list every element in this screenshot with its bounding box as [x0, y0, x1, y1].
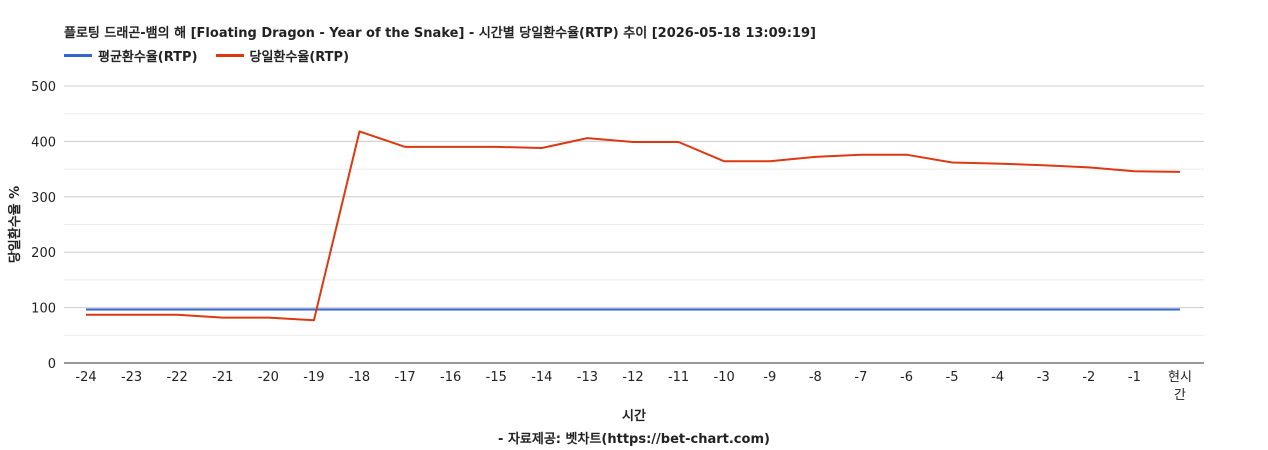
legend-label-daily: 당일환수율(RTP) — [249, 50, 350, 65]
x-tick-label-line: -12 — [622, 370, 643, 385]
x-tick-label: -20 — [258, 370, 279, 385]
y-tick-label: 0 — [48, 357, 56, 372]
x-tick-label-line: -11 — [668, 370, 689, 385]
x-tick-label-line: -4 — [991, 370, 1004, 385]
x-tick-label: -17 — [394, 370, 415, 385]
x-tick-label: -5 — [946, 370, 959, 385]
y-tick-label: 400 — [31, 135, 56, 150]
x-tick-label-line: -1 — [1128, 370, 1141, 385]
legend-label-average: 평균환수율(RTP) — [98, 50, 198, 65]
x-tick-label-line: 현시 — [1168, 370, 1192, 385]
x-tick-label: -10 — [714, 370, 735, 385]
source-credit: - 자료제공: 벳차트(https://bet-chart.com) — [498, 432, 770, 447]
series-line-daily — [86, 130, 1181, 322]
x-tick-label-line: -8 — [809, 370, 822, 385]
x-tick-label-line: -15 — [486, 370, 507, 385]
x-tick-label-line: -13 — [577, 370, 598, 385]
x-tick-label: -9 — [763, 370, 776, 385]
x-tick-label: -14 — [531, 370, 552, 385]
x-tick-label: -4 — [991, 370, 1004, 385]
x-tick-label: -15 — [486, 370, 507, 385]
x-tick-label: -2 — [1082, 370, 1095, 385]
x-tick-label-line: -2 — [1082, 370, 1095, 385]
x-tick-label-line: -24 — [75, 370, 96, 385]
x-tick-label: -1 — [1128, 370, 1141, 385]
y-tick-label: 300 — [31, 191, 56, 206]
x-tick-label: -7 — [854, 370, 867, 385]
x-tick-label: -24 — [75, 370, 96, 385]
x-tick-label-line: -19 — [303, 370, 324, 385]
x-tick-label: -12 — [622, 370, 643, 385]
y-tick-label: 200 — [31, 246, 56, 261]
x-tick-label-line: -5 — [946, 370, 959, 385]
x-tick-label: -11 — [668, 370, 689, 385]
x-tick-label-line: -17 — [394, 370, 415, 385]
x-tick-label-line: -6 — [900, 370, 913, 385]
x-tick-label-line: -18 — [349, 370, 370, 385]
x-tick-label-line: 간 — [1174, 388, 1186, 403]
y-tick-label: 100 — [31, 302, 56, 317]
x-tick-label-line: -7 — [854, 370, 867, 385]
x-tick-label: -21 — [212, 370, 233, 385]
x-tick-label: -3 — [1037, 370, 1050, 385]
x-tick-label-line: -23 — [121, 370, 142, 385]
x-tick-label-line: -9 — [763, 370, 776, 385]
legend-swatch-average — [64, 54, 92, 57]
legend: 평균환수율(RTP) 당일환수율(RTP) — [64, 46, 349, 65]
x-tick-label: -6 — [900, 370, 913, 385]
x-tick-label: -19 — [303, 370, 324, 385]
x-tick-label-line: -20 — [258, 370, 279, 385]
x-tick-label-line: -22 — [167, 370, 188, 385]
x-axis-title: 시간 — [622, 408, 646, 424]
x-tick-label: -16 — [440, 370, 461, 385]
x-tick-label: -22 — [167, 370, 188, 385]
legend-item-average-rtp[interactable]: 평균환수율(RTP) — [64, 46, 198, 65]
x-tick-label-line: -10 — [714, 370, 735, 385]
legend-swatch-daily — [215, 54, 244, 57]
x-tick-label: -13 — [577, 370, 598, 385]
chart-title: 플로팅 드래곤-뱀의 해 [Floating Dragon - Year of … — [64, 26, 816, 41]
x-tick-label-line: -21 — [212, 370, 233, 385]
x-tick-label: -18 — [349, 370, 370, 385]
x-tick-label: -23 — [121, 370, 142, 385]
y-axis-title: 당일환수율 % — [7, 186, 23, 263]
x-tick-label-line: -16 — [440, 370, 461, 385]
x-tick-label-line: -3 — [1037, 370, 1050, 385]
x-tick-label-line: -14 — [531, 370, 552, 385]
x-tick-label: -8 — [809, 370, 822, 385]
legend-item-daily-rtp[interactable]: 당일환수율(RTP) — [215, 46, 350, 65]
y-tick-label: 500 — [31, 80, 56, 95]
